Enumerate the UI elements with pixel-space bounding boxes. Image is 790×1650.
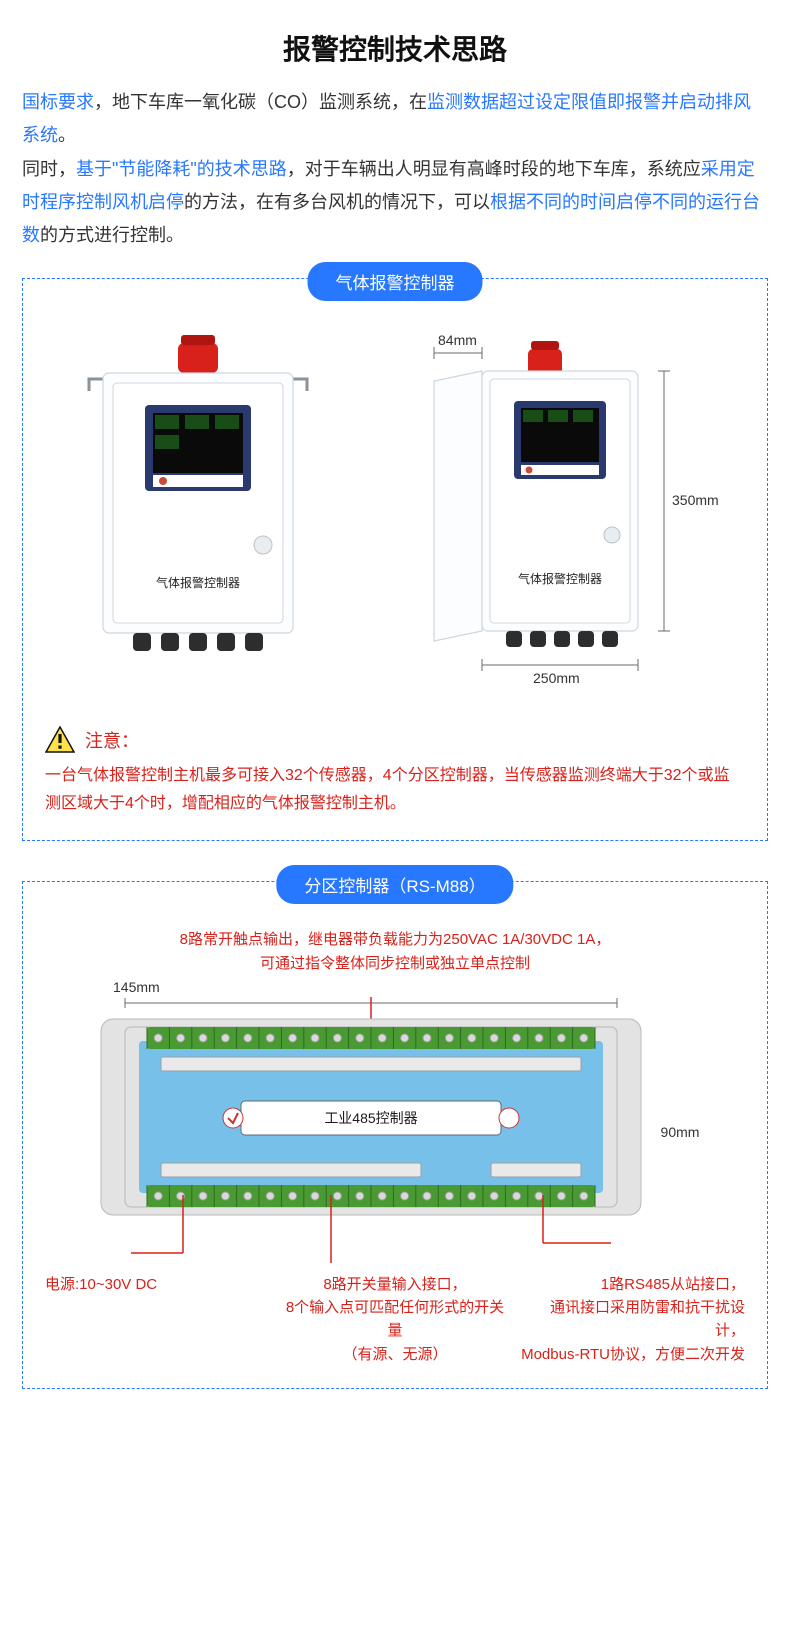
note-body: 一台气体报警控制主机最多可接入32个传感器，4个分区控制器，当传感器监测终端大于…: [45, 762, 745, 818]
intro-text: ，地下车库一氧化碳（CO）监测系统，在: [94, 92, 427, 112]
device-front-illustration: 气体报警控制器: [73, 335, 323, 675]
cable-glands: [133, 633, 263, 651]
page-title: 报警控制技术思路: [0, 0, 790, 86]
dim-width-label: 145mm: [45, 979, 745, 995]
dim-height: 350mm: [672, 492, 718, 508]
callout-inputs: 8路开关量输入接口， 8个输入点可匹配任何形式的开关量 （有源、无源）: [283, 1273, 507, 1366]
callout-relay-output: 8路常开触点输出，继电器带负载能力为250VAC 1A/30VDC 1A， 可通…: [45, 928, 745, 975]
intro-text: 。: [58, 125, 76, 145]
dim-depth: 84mm: [438, 335, 477, 348]
callout-power: 电源:10~30V DC: [45, 1273, 269, 1296]
section-label: 气体报警控制器: [308, 262, 483, 301]
intro-text: 的方式进行控制。: [40, 225, 184, 245]
intro-text: ，对于车辆出人明显有高峰时段的地下车库，系统应: [287, 159, 701, 179]
device-dim-illustration: 84mm 气体报警控制器: [378, 335, 718, 695]
cable-glands: [506, 631, 618, 647]
warning-icon: [45, 726, 75, 754]
section-gas-alarm-controller: 气体报警控制器 气体报警控制器: [22, 278, 768, 841]
dim-height-label: 90mm: [661, 1124, 700, 1140]
intro-text: 的方法，在有多台风机的情况下，可以: [184, 192, 490, 212]
device-dimensioned-view: 84mm 气体报警控制器: [378, 335, 718, 700]
section-zone-controller: 分区控制器（RS-M88） 8路常开触点输出，继电器带负载能力为250VAC 1…: [22, 881, 768, 1389]
device-face-text: 气体报警控制器: [155, 575, 239, 590]
zone-controller-illustration: 工业485控制器: [91, 997, 651, 1267]
callout-rs485: 1路RS485从站接口， 通讯接口采用防雷和抗干扰设计， Modbus-RTU协…: [521, 1273, 745, 1366]
note-heading: 注意：: [85, 727, 139, 753]
intro-highlight: 国标要求: [22, 92, 94, 112]
device-front-view: 气体报警控制器: [73, 335, 323, 680]
section-label: 分区控制器（RS-M88）: [276, 865, 513, 904]
intro-text: 同时，: [22, 159, 76, 179]
intro-paragraph: 国标要求，地下车库一氧化碳（CO）监测系统，在监测数据超过设定限值即报警并启动排…: [0, 86, 790, 278]
device-face-text: 气体报警控制器: [517, 571, 601, 586]
dim-width: 250mm: [533, 670, 580, 686]
intro-highlight: 基于"节能降耗"的技术思路: [76, 159, 287, 179]
controller-label-text: 工业485控制器: [324, 1110, 417, 1126]
